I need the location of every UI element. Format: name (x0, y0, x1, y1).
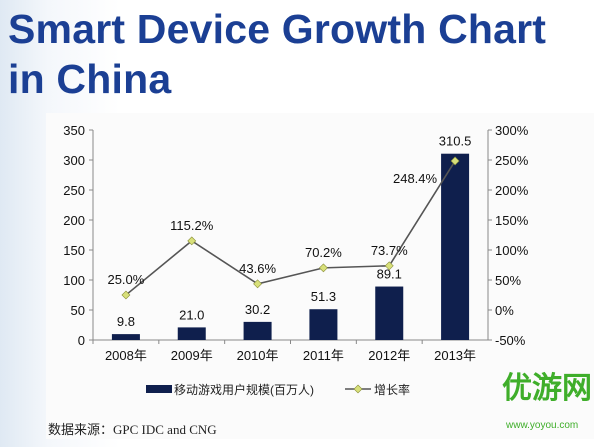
legend-bar-swatch (146, 385, 172, 393)
watermark-logo: 优游网 (502, 372, 592, 405)
right-tick-label: 0% (495, 303, 514, 318)
bar-data-label: 89.1 (377, 267, 402, 282)
left-tick-label: 100 (63, 273, 85, 288)
growth-data-label: 70.2% (305, 245, 342, 260)
title-line-1: Smart Device Growth Chart (8, 6, 547, 52)
legend-line-marker (353, 384, 363, 394)
legend-line-label: 增长率 (374, 382, 410, 397)
left-tick-label: 300 (63, 153, 85, 168)
right-tick-label: 100% (495, 243, 529, 258)
x-tick-label: 2013年 (434, 348, 476, 363)
bar (111, 334, 140, 340)
bar-data-label: 310.5 (439, 134, 472, 149)
right-tick-label: -50% (495, 333, 526, 348)
x-tick-label: 2012年 (368, 348, 410, 363)
growth-data-label: 248.4% (393, 171, 438, 186)
growth-data-label: 25.0% (107, 272, 144, 287)
right-tick-label: 300% (495, 123, 529, 138)
growth-marker (384, 261, 394, 271)
chart-panel (46, 113, 594, 439)
growth-marker (318, 263, 328, 273)
growth-line (125, 160, 456, 296)
bar-data-label: 51.3 (311, 289, 336, 304)
source-note: 数据来源：GPC IDC and CNG (48, 422, 217, 437)
page-title: Smart Device Growth Chart in China (8, 4, 546, 104)
bar-data-label: 9.8 (117, 314, 135, 329)
x-tick-label: 2008年 (105, 348, 147, 363)
right-tick-label: 200% (495, 183, 529, 198)
title-line-2: in China (8, 56, 172, 102)
x-tick-label: 2009年 (171, 348, 213, 363)
growth-data-label: 115.2% (170, 218, 214, 233)
growth-marker (121, 290, 131, 300)
legend-bar-label: 移动游戏用户规模(百万人) (174, 382, 314, 397)
left-tick-label: 200 (63, 213, 85, 228)
bar (375, 286, 404, 340)
bar-data-label: 30.2 (245, 302, 270, 317)
left-tick-label: 250 (63, 183, 85, 198)
x-tick-label: 2011年 (303, 348, 344, 363)
bar (309, 309, 338, 340)
x-tick-label: 2010年 (237, 348, 279, 363)
bar-data-label: 21.0 (179, 307, 204, 322)
bar (177, 327, 206, 340)
growth-marker (253, 279, 263, 289)
right-tick-label: 150% (495, 213, 529, 228)
right-tick-label: 250% (495, 153, 529, 168)
growth-marker (187, 236, 197, 246)
growth-marker (450, 156, 460, 166)
growth-data-label: 73.7% (371, 243, 408, 258)
growth-data-label: 43.6% (239, 261, 276, 276)
left-tick-label: 50 (71, 303, 85, 318)
bar (243, 321, 272, 340)
watermark-url: www.yoyou.com (506, 420, 579, 431)
bar (441, 153, 470, 340)
right-tick-label: 50% (495, 273, 521, 288)
left-tick-label: 350 (63, 123, 85, 138)
left-tick-label: 150 (63, 243, 85, 258)
left-tick-label: 0 (78, 333, 85, 348)
